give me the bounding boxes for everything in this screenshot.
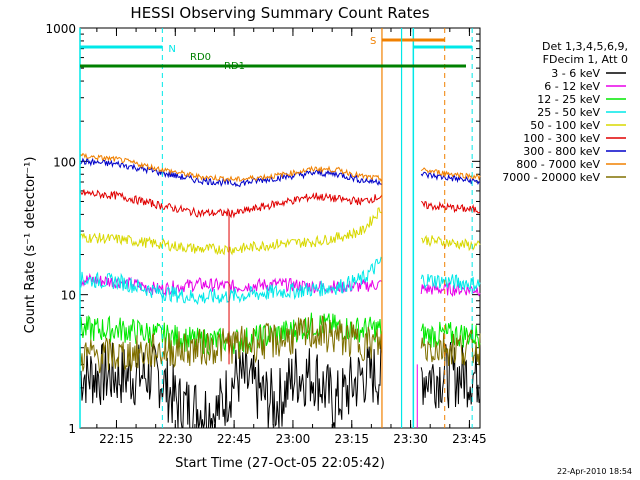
- rd1-label: RD1: [224, 61, 245, 72]
- series-line-50-100: [79, 207, 481, 256]
- series-line-300-800: [79, 157, 481, 188]
- footer-date: 22-Apr-2010 18:54: [557, 467, 632, 476]
- y-tick-label: 1000: [45, 22, 76, 36]
- x-tick-label: 22:15: [99, 432, 134, 446]
- legend-entry-label: 3 - 6 keV: [551, 67, 600, 80]
- y-axis-label: Count Rate (s⁻¹ detector⁻¹): [23, 157, 38, 334]
- legend-entry-label: 50 - 100 keV: [530, 119, 600, 132]
- plot-area: 1 10 100 1000 22:15 22:30 22:45 23:00 23:15 23:30…: [45, 22, 486, 446]
- x-tick-label: 22:30: [158, 432, 193, 446]
- x-tick-label: 23:15: [334, 432, 369, 446]
- chart-title: HESSI Observing Summary Count Rates: [130, 4, 429, 22]
- series-line-100-300: [79, 189, 481, 219]
- series-line-25-50: [79, 256, 481, 306]
- annotations: N S RD0 RD1: [79, 28, 473, 428]
- legend-header: Det 1,3,4,5,6,9,: [542, 40, 628, 53]
- y-tick-label: 1: [68, 422, 76, 436]
- legend-entry-label: 25 - 50 keV: [537, 106, 600, 119]
- rd0-label: RD0: [190, 52, 211, 63]
- saa-label: S: [370, 36, 376, 47]
- x-tick-label: 22:45: [217, 432, 252, 446]
- x-axis-label: Start Time (27-Oct-05 22:05:42): [175, 456, 385, 471]
- legend-entry-label: 800 - 7000 keV: [516, 158, 600, 171]
- series-line-3-6: [79, 341, 481, 429]
- x-tick-label: 23:45: [452, 432, 487, 446]
- legend: Det 1,3,4,5,6,9,FDecim 1, Att 03 - 6 keV…: [502, 40, 628, 184]
- legend-entry-label: 7000 - 20000 keV: [502, 171, 600, 184]
- night-label: N: [168, 44, 175, 55]
- legend-header: FDecim 1, Att 0: [543, 53, 628, 66]
- x-tick-label: 23:30: [393, 432, 428, 446]
- series-line-800-7000: [79, 152, 481, 183]
- y-tick-label: 100: [53, 155, 76, 169]
- legend-entry-label: 300 - 800 keV: [523, 145, 600, 158]
- legend-entry-label: 6 - 12 keV: [544, 80, 600, 93]
- y-tick-label: 10: [61, 289, 76, 303]
- series-line-7000-20000: [79, 315, 481, 374]
- legend-entry-label: 12 - 25 keV: [537, 93, 600, 106]
- x-tick-label: 23:00: [276, 432, 311, 446]
- legend-entry-label: 100 - 300 keV: [523, 132, 600, 145]
